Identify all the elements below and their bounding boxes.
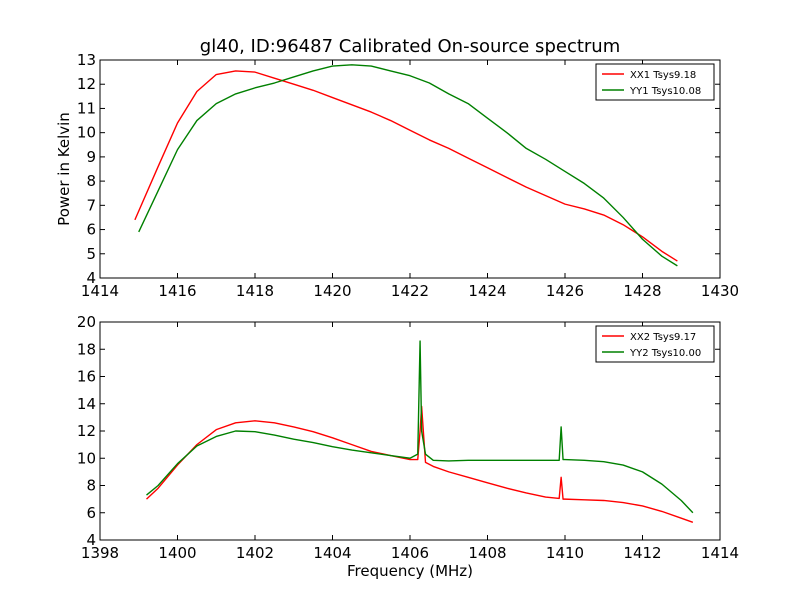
x-tick-label: 1428 [623,282,661,300]
series-line-xx1 [134,70,678,262]
x-tick-label: 1414 [701,544,739,562]
legend-label: YY1 Tsys10.08 [629,86,701,97]
y-axis-label: Power in Kelvin [55,112,73,226]
legend: XX2 Tsys9.17 YY2 Tsys10.00 [595,325,715,363]
legend: XX1 Tsys9.18 YY1 Tsys10.08 [595,63,715,101]
x-tick-label: 1418 [236,282,274,300]
top-chart-panel: 1414 1416 1418 1420 1422 1424 1426 1428 1430 4 5 6 7… [55,51,739,300]
legend-label: XX2 Tsys9.17 [630,332,696,343]
x-tick-label: 1404 [313,544,351,562]
x-tick-label: 1424 [468,282,506,300]
x-tick-label: 1402 [236,544,274,562]
y-tick-label: 10 [77,449,96,467]
y-tick-label: 5 [86,245,96,263]
y-tick-label: 9 [86,148,96,166]
series-line-xx2 [146,405,694,523]
y-tick-label: 12 [77,422,96,440]
y-tick-label: 12 [77,75,96,93]
legend-box [595,325,715,363]
x-tick-label: 1416 [158,282,196,300]
y-tick-label: 13 [77,51,96,69]
y-tick-label: 16 [77,368,96,386]
series-line-yy1 [138,64,678,267]
y-tick-label: 4 [86,269,96,287]
y-tick-label: 7 [86,196,96,214]
legend-label: YY2 Tsys10.00 [629,348,701,359]
y-tick-label: 4 [86,531,96,549]
x-tick-label: 1410 [546,544,584,562]
y-tick-label: 18 [77,340,96,358]
x-tick-label: 1414 [81,282,119,300]
y-tick-label: 6 [86,504,96,522]
series-line-yy2 [146,340,694,514]
x-tick-label: 1408 [468,544,506,562]
x-tick-label: 1420 [313,282,351,300]
x-tick-label: 1400 [158,544,196,562]
y-tick-label: 14 [77,395,96,413]
y-tick-label: 20 [77,313,96,331]
y-tick-label: 8 [86,172,96,190]
x-tick-label: 1426 [546,282,584,300]
y-tick-label: 8 [86,477,96,495]
legend-box [595,63,715,101]
x-tick-label: 1406 [391,544,429,562]
y-tick-label: 6 [86,221,96,239]
figure-title: gl40, ID:96487 Calibrated On-source spec… [200,36,620,57]
x-axis-label: Frequency (MHz) [347,562,473,580]
legend-label: XX1 Tsys9.18 [630,70,696,81]
x-tick-label: 1430 [701,282,739,300]
x-tick-label: 1412 [623,544,661,562]
bottom-chart-panel: 1398 1400 1402 1404 1406 1408 1410 1412 14144681… [77,313,739,580]
x-tick-label: 1422 [391,282,429,300]
y-tick-label: 10 [77,124,96,142]
x-tick-label: 1398 [81,544,119,562]
y-tick-label: 11 [77,99,96,117]
